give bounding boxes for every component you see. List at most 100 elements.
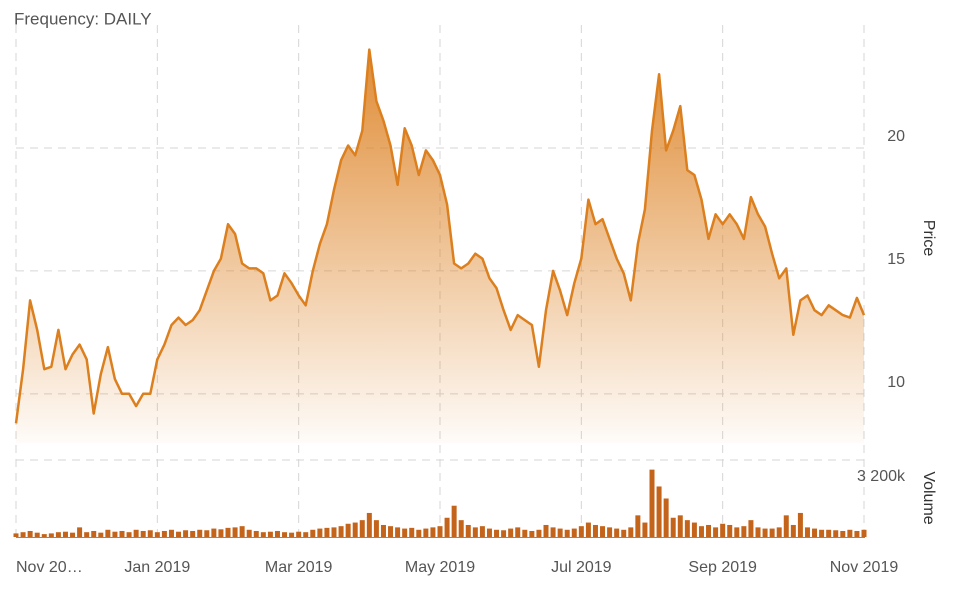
volume-bar [41,534,47,537]
volume-bar [430,527,436,537]
volume-bar [62,531,68,537]
volume-bar [670,517,676,537]
volume-bar [472,527,478,537]
volume-bar [698,526,704,537]
volume-bar [91,530,97,537]
volume-bar [105,529,111,537]
volume-bar [522,529,528,537]
volume-bar [543,524,549,537]
volume-bar [486,528,492,537]
volume-bar [388,526,394,537]
volume-bar [727,524,733,537]
volume-bar [677,515,683,537]
volume-bar [34,532,40,537]
volume-bar [282,532,288,537]
volume-bar [720,523,726,537]
volume-bar [536,529,542,537]
volume-bar [211,528,217,537]
volume-bar [338,526,344,537]
volume-bar [804,527,810,537]
volume-bar [734,527,740,537]
volume-bar [253,530,259,537]
volume-bar [600,526,606,537]
x-tick-label: May 2019 [405,559,475,576]
volume-bar [190,530,196,537]
volume-bar [529,530,535,537]
volume-bar [494,529,500,537]
x-tick-label: Jul 2019 [551,559,612,576]
volume-bar [395,527,401,537]
x-tick-label: Nov 20… [16,559,83,576]
x-tick-label: Nov 2019 [830,559,899,576]
volume-bar [154,532,160,537]
volume-bar [239,526,245,537]
volume-bar [437,526,443,537]
volume-bar [296,531,302,537]
volume-bar [409,527,415,537]
volume-bar [550,527,556,537]
y-tick-label: 3 200k [857,468,906,485]
volume-bar [826,529,832,537]
x-tick-label: Mar 2019 [265,559,333,576]
volume-bar [416,529,422,537]
volume-bar [147,530,153,537]
volume-bar [642,522,648,537]
volume-bar [656,486,662,537]
volume-bar [204,530,210,537]
y-tick-label: 20 [887,128,905,145]
volume-bar [161,530,167,537]
volume-bar [289,532,295,537]
volume-bar [359,520,365,537]
y-tick-label: 15 [887,251,905,268]
area [16,49,864,443]
volume-bar [607,527,613,537]
volume-bar [380,524,386,537]
volume-bar [366,512,372,537]
volume-bar [352,522,358,537]
volume-bar [27,530,33,537]
volume-bar [684,520,690,537]
volume-bar [133,529,139,537]
volume-bar [373,520,379,537]
volume-bar [303,532,309,537]
volume-bar [402,528,408,537]
volume-bar [847,529,853,537]
volume-bar [614,528,620,537]
volume-bar [635,515,641,537]
volume-bar [225,527,231,537]
volume-bar [48,533,54,537]
volume-bar [444,517,450,537]
volume-bar [840,530,846,537]
volume-bar [183,530,189,537]
volume-bar [218,529,224,537]
chart-title: Frequency: DAILY [14,9,152,28]
volume-bar [762,528,768,537]
volume-bar [571,528,577,537]
volume-bar [479,526,485,537]
x-tick-label: Sep 2019 [688,559,757,576]
volume-bar [197,529,203,537]
volume-bar [776,527,782,537]
volume-bar [628,527,634,537]
volume-bar [578,526,584,537]
volume-bar [592,524,598,537]
volume-bar [706,524,712,537]
volume-bar [557,528,563,537]
volume-bar [713,527,719,537]
volume-bar [20,532,26,537]
volume-bar [274,530,280,537]
volume-bar [176,531,182,537]
volume-bar [423,528,429,537]
volume-bar [324,527,330,537]
volume-bar [317,528,323,537]
volume-bar [140,530,146,537]
volume-bar [77,527,83,537]
y-axis-label: Volume [920,471,937,524]
volume-bar [232,527,238,537]
volume-bar [126,532,132,537]
x-tick-label: Jan 2019 [124,559,190,576]
y-axis-label: Price [920,220,937,257]
volume-bar [790,524,796,537]
